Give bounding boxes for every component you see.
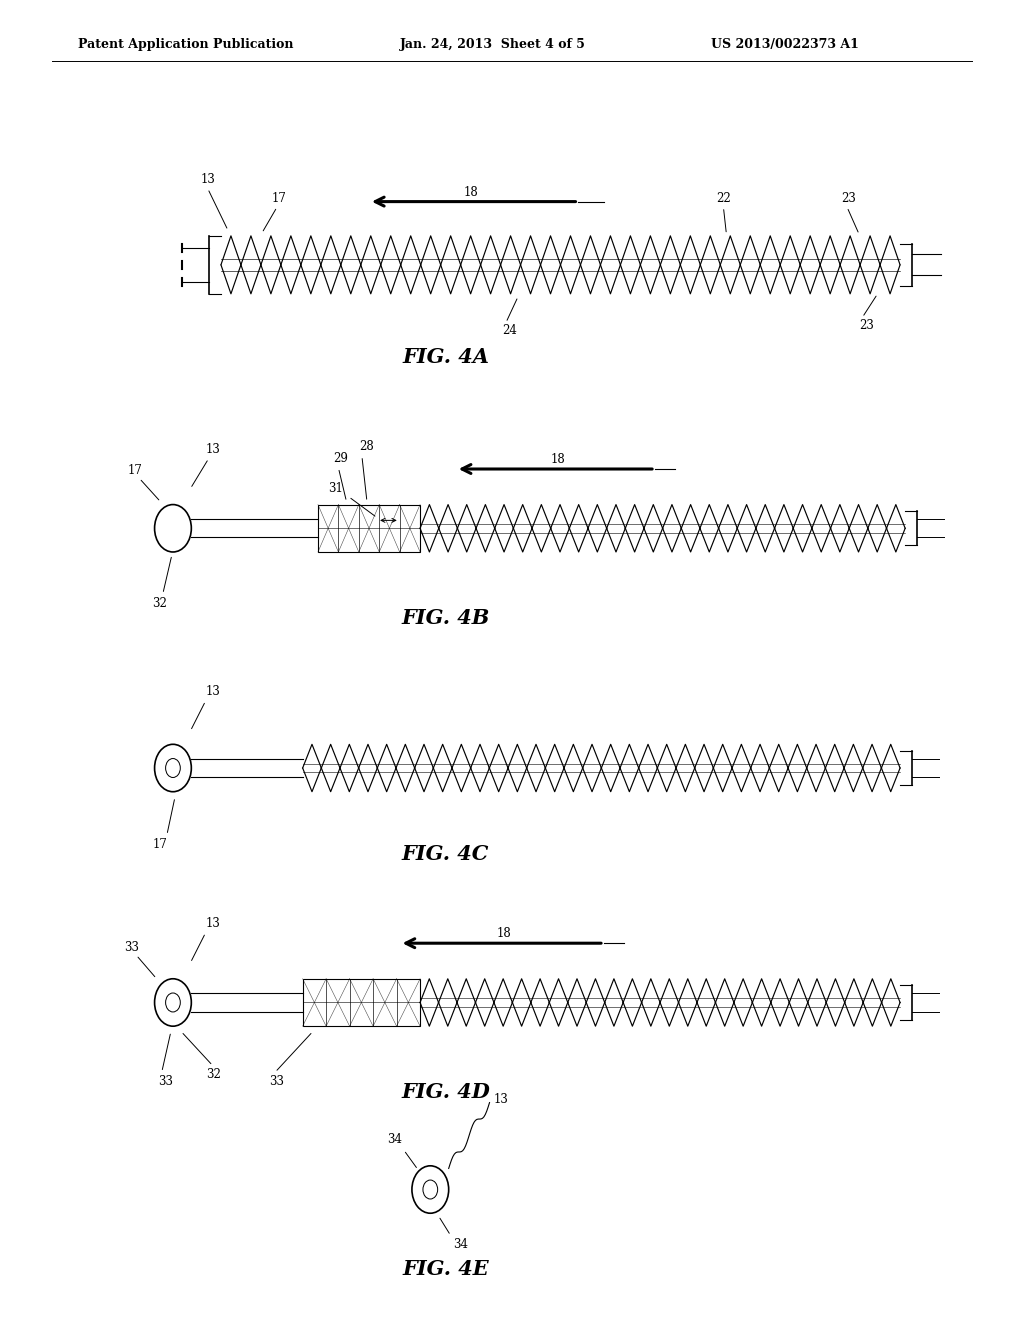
Text: 13: 13 xyxy=(206,442,220,455)
Text: 23: 23 xyxy=(841,193,856,206)
Text: 34: 34 xyxy=(453,1238,468,1251)
Text: FIG. 4E: FIG. 4E xyxy=(402,1258,488,1279)
Text: 22: 22 xyxy=(716,193,731,206)
Text: 23: 23 xyxy=(859,319,874,331)
Text: 32: 32 xyxy=(153,597,167,610)
Text: US 2013/0022373 A1: US 2013/0022373 A1 xyxy=(711,38,859,51)
Text: FIG. 4B: FIG. 4B xyxy=(401,607,489,628)
Text: Jan. 24, 2013  Sheet 4 of 5: Jan. 24, 2013 Sheet 4 of 5 xyxy=(399,38,586,51)
Text: 31: 31 xyxy=(328,482,343,495)
Text: 18: 18 xyxy=(464,186,478,199)
Text: 17: 17 xyxy=(128,463,143,477)
Text: 17: 17 xyxy=(153,838,167,851)
Text: 33: 33 xyxy=(124,941,139,953)
Text: 32: 32 xyxy=(206,1068,220,1081)
Text: 28: 28 xyxy=(358,440,374,453)
Text: 29: 29 xyxy=(333,451,348,465)
Text: 18: 18 xyxy=(551,453,565,466)
Text: Patent Application Publication: Patent Application Publication xyxy=(78,38,294,51)
Text: FIG. 4D: FIG. 4D xyxy=(401,1082,490,1102)
Text: 18: 18 xyxy=(497,928,511,940)
Text: FIG. 4C: FIG. 4C xyxy=(402,843,489,863)
Text: 13: 13 xyxy=(206,685,220,698)
Text: 24: 24 xyxy=(502,325,517,337)
Bar xyxy=(303,978,420,1026)
Text: 17: 17 xyxy=(272,193,287,206)
Text: FIG. 4A: FIG. 4A xyxy=(402,347,489,367)
Text: 13: 13 xyxy=(201,173,215,186)
Text: 33: 33 xyxy=(158,1074,173,1088)
Text: 33: 33 xyxy=(269,1074,284,1088)
Text: 13: 13 xyxy=(206,917,220,931)
Bar xyxy=(318,504,420,552)
Text: 13: 13 xyxy=(494,1093,509,1106)
Text: 34: 34 xyxy=(387,1133,401,1146)
